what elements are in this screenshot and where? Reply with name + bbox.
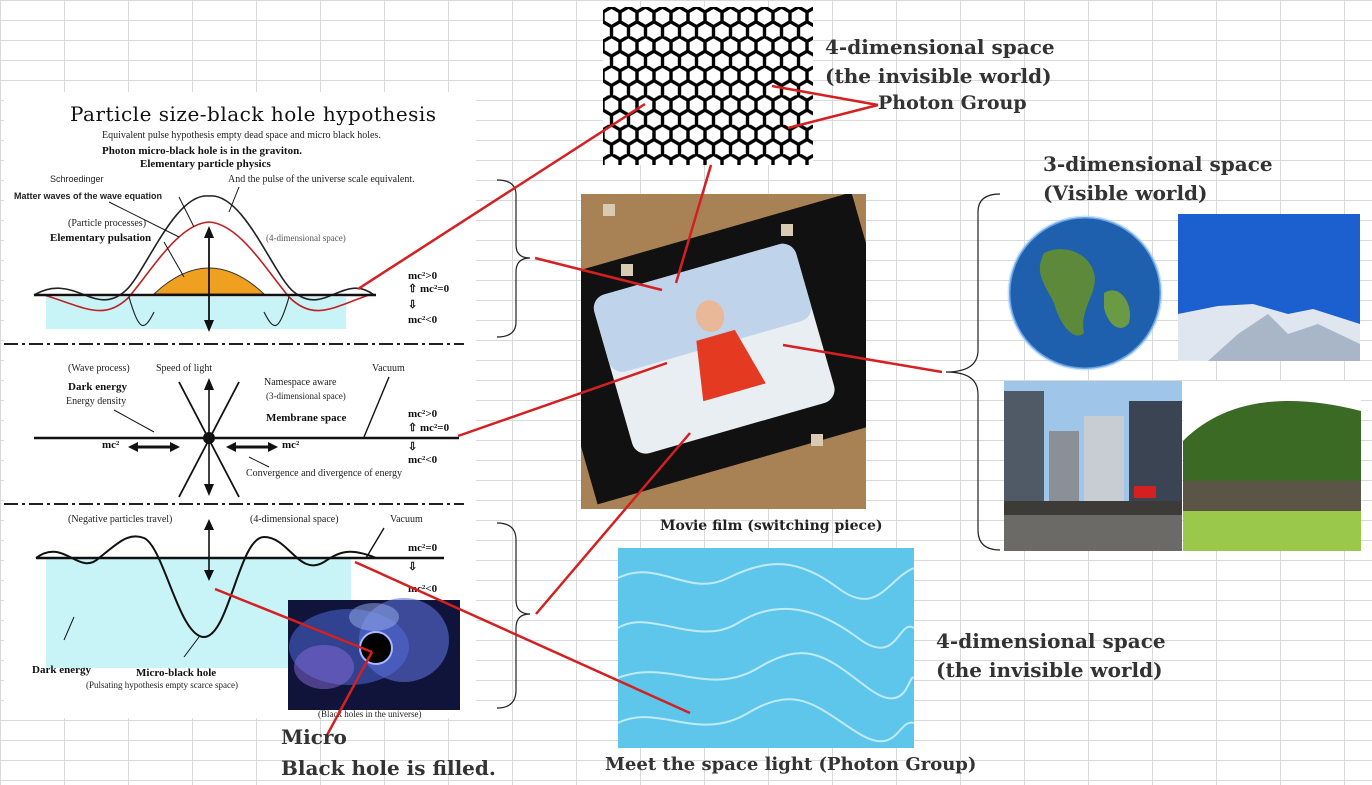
brace-right (945, 193, 1001, 551)
brace-top (496, 179, 531, 338)
eq-mc2-neg-1: mc²<0 (408, 314, 438, 326)
label-dark-energy-2: Dark energy (32, 664, 91, 676)
label-wave-process: (Wave process) (68, 363, 130, 374)
label-namespace-aware: Namespace aware (264, 377, 337, 388)
label-4d-space-top-line1: 4-dimensional space (825, 35, 1055, 59)
hypothesis-line-2: Photon micro-black hole is in the gravit… (102, 145, 302, 157)
label-3d-space: (3-dimensional space) (266, 391, 346, 401)
hypothesis-panel: Particle size-black hole hypothesis Equi… (4, 92, 476, 719)
label-movie-film: Movie film (switching piece) (660, 518, 883, 534)
label-3d-space-line1: 3-dimensional space (1043, 152, 1273, 176)
brace-bottom (496, 522, 531, 709)
label-elementary-pulsation: Elementary pulsation (50, 232, 152, 244)
label-3d-space: 3-dimensional space (Visible world) (1043, 150, 1273, 208)
label-photon-group: Photon Group (878, 92, 1027, 114)
diagram-title: Particle size-black hole hypothesis (70, 102, 437, 126)
label-particle-processes: (Particle processes) (68, 218, 147, 229)
outer-wave (33, 195, 375, 301)
eq-mc2-neg-3: mc²<0 (408, 583, 438, 595)
label-convergence: Convergence and divergence of energy (246, 468, 403, 479)
label-3d-space-line2: (Visible world) (1043, 181, 1208, 205)
label-meet-space-light: Meet the space light (Photon Group) (605, 754, 977, 775)
hypothesis-diagram (4, 186, 464, 710)
label-micro-black-hole: Micro-black hole (136, 667, 217, 679)
movie-film-image (581, 194, 866, 509)
label-negative-particles: (Negative particles travel) (68, 514, 173, 525)
label-black-hole-filled: Black hole is filled. (281, 756, 496, 780)
label-mc2-right: mc² (282, 439, 300, 451)
down-arrow-icon: ⇩ (408, 299, 418, 311)
hypothesis-line-1: Equivalent pulse hypothesis empty dead s… (102, 130, 381, 141)
label-4d-space-bottom-line1: 4-dimensional space (936, 629, 1166, 653)
city-image (1004, 381, 1182, 551)
eq-mc2-zero-1-text: mc²=0 (419, 283, 450, 295)
eq-mc2-zero-2: ⇧ mc²=0 (408, 422, 450, 434)
label-elementary-particle-physics: Elementary particle physics (140, 158, 271, 170)
label-matter-waves: Matter waves of the wave equation (14, 191, 163, 201)
label-universe-scale: And the pulse of the universe scale equi… (228, 174, 415, 185)
label-4d-space-bottom: 4-dimensional space (the invisible world… (936, 627, 1166, 685)
eq-mc2-zero-3: mc²=0 (408, 542, 438, 554)
label-micro-black-hole-filled: Micro Black hole is filled. (281, 722, 496, 784)
eq-mc2-zero-2-text: mc²=0 (419, 422, 450, 434)
label-micro: Micro (281, 725, 347, 749)
eq-mc2-zero-1: ⇧ mc²=0 (408, 283, 450, 295)
label-vacuum-1: Vacuum (372, 363, 405, 374)
label-4d-space-top: 4-dimensional space (the invisible world… (825, 33, 1055, 91)
down-arrow-icon: ⇩ (408, 561, 418, 573)
label-speed-of-light: Speed of light (156, 363, 213, 374)
label-vacuum-2: Vacuum (390, 514, 423, 525)
label-membrane-space: Membrane space (266, 412, 347, 424)
eq-mc2-neg-2: mc²<0 (408, 454, 438, 466)
mountain-image (1178, 214, 1360, 361)
label-dark-energy-1: Dark energy (68, 381, 127, 393)
label-schroedinger: Schroedinger (50, 174, 104, 184)
label-4d-space-1: (4-dimensional space) (266, 233, 346, 243)
earth-image (1007, 215, 1163, 371)
eq-mc2-pos-1: mc²>0 (408, 270, 438, 282)
water-image (618, 548, 914, 748)
red-wave (43, 221, 370, 312)
village-image (1183, 381, 1361, 551)
label-black-holes-universe: (Black holes in the universe) (318, 709, 422, 719)
label-4d-space-top-line2: (the invisible world) (825, 64, 1052, 88)
red-connectors (214, 84, 943, 738)
label-4d-space-2: (4-dimensional space) (250, 514, 339, 525)
label-4d-space-bottom-line2: (the invisible world) (936, 658, 1163, 682)
label-mc2-left: mc² (102, 439, 120, 451)
label-pulsating-hypothesis: (Pulsating hypothesis empty scarce space… (86, 680, 238, 690)
label-energy-density: Energy density (66, 396, 127, 407)
eq-mc2-pos-2: mc²>0 (408, 408, 438, 420)
down-arrow-icon: ⇩ (408, 441, 418, 453)
